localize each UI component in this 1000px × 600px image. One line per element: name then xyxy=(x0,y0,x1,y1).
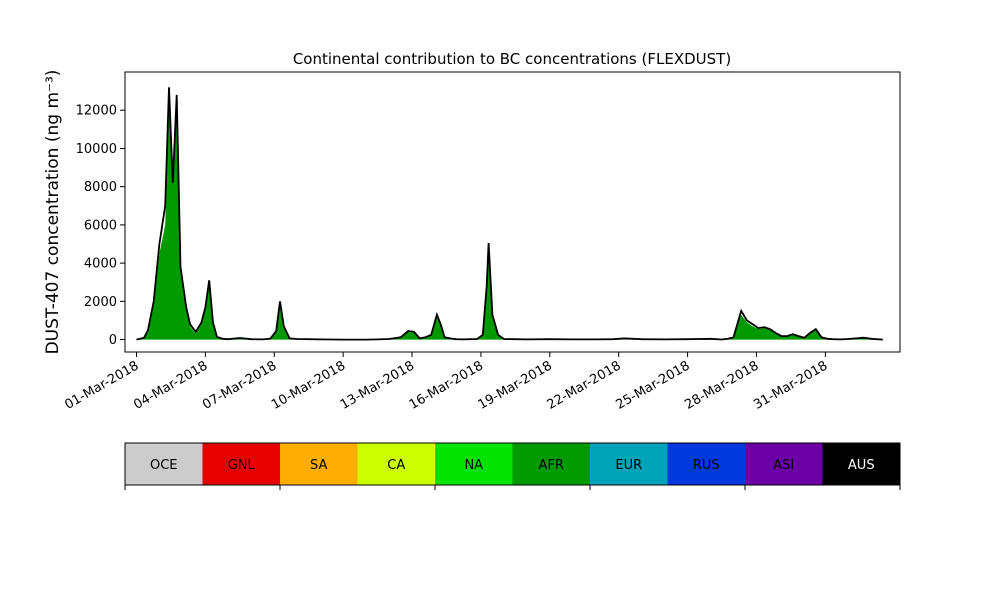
legend-label-aus: AUS xyxy=(848,458,875,473)
y-tick-label: 4000 xyxy=(84,257,117,272)
legend-label-gnl: GNL xyxy=(228,458,256,473)
y-tick-label: 0 xyxy=(109,333,117,348)
x-tick-label: 16-Mar-2018 xyxy=(407,358,486,412)
legend-label-oce: OCE xyxy=(150,458,178,473)
y-tick-label: 10000 xyxy=(76,142,117,157)
legend-label-afr: AFR xyxy=(539,458,564,473)
plot-area xyxy=(124,71,901,353)
x-tick-label: 07-Mar-2018 xyxy=(200,358,279,412)
series-area-afr xyxy=(136,110,883,340)
legend-swatch-sa xyxy=(280,443,358,485)
legend-swatch-aus xyxy=(822,443,901,485)
legend-swatch-ca xyxy=(357,443,436,485)
legend-label-na: NA xyxy=(464,458,483,473)
x-tick-label: 25-Mar-2018 xyxy=(613,358,692,412)
x-tick-label: 28-Mar-2018 xyxy=(682,358,761,412)
legend-swatch-na xyxy=(435,443,513,485)
legend-label-ca: CA xyxy=(387,458,405,473)
chart-title: Continental contribution to BC concentra… xyxy=(293,50,731,68)
legend-label-sa: SA xyxy=(310,458,327,473)
legend-swatch-asi xyxy=(745,443,823,485)
legend-frame xyxy=(124,442,901,486)
y-tick-label: 12000 xyxy=(76,104,117,119)
x-tick-label: 31-Mar-2018 xyxy=(751,358,830,412)
y-axis-ticks: 0 2000 4000 6000 8000 10000 12000 xyxy=(76,104,125,348)
plot-frame xyxy=(124,71,901,353)
x-tick-label: 10-Mar-2018 xyxy=(269,358,348,412)
legend-swatch-afr xyxy=(512,443,591,485)
series-layer xyxy=(136,87,883,341)
x-tick-label: 22-Mar-2018 xyxy=(545,358,624,412)
legend-label-eur: EUR xyxy=(615,458,642,473)
series-line-aus xyxy=(136,87,883,341)
legend-label-rus: RUS xyxy=(693,458,720,473)
legend-swatch-gnl xyxy=(202,443,281,485)
legend-colorbar: OCE GNL SA CA NA AFR EUR RUS ASI AUS xyxy=(124,442,901,490)
y-tick-label: 6000 xyxy=(84,218,117,233)
legend-swatch-rus xyxy=(667,443,746,485)
legend-swatch-oce xyxy=(125,443,203,485)
legend-swatch-eur xyxy=(590,443,668,485)
x-tick-label: 13-Mar-2018 xyxy=(338,358,417,412)
y-tick-label: 8000 xyxy=(84,180,117,195)
legend-label-asi: ASI xyxy=(773,458,794,473)
y-tick-label: 2000 xyxy=(84,295,117,310)
x-tick-label: 04-Mar-2018 xyxy=(131,358,210,412)
x-axis-ticks: 01-Mar-201804-Mar-201807-Mar-201810-Mar-… xyxy=(62,352,830,413)
x-tick-label: 19-Mar-2018 xyxy=(476,358,555,412)
x-tick-label: 01-Mar-2018 xyxy=(62,358,141,412)
y-axis-label: DUST-407 concentration (ng m⁻³) xyxy=(43,70,63,355)
